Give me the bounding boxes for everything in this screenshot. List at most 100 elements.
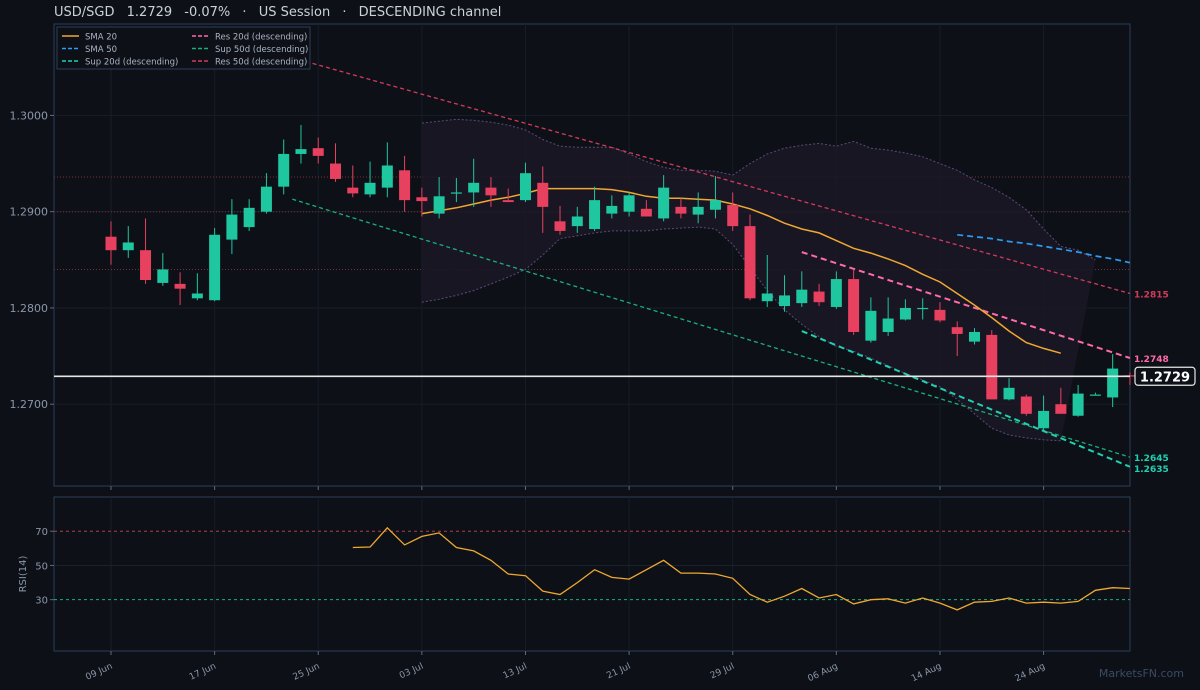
change-label: -0.07% [184,5,231,20]
separator-1: · [242,5,247,20]
res50-value-label: 1.2815 [1134,291,1169,301]
candle-body [295,149,307,154]
separator-2: · [342,5,347,20]
legend: SMA 20 SMA 50 Sup 20d (descending) Res 20d … [56,26,311,70]
candle-body [140,250,152,281]
candle-body [416,197,428,202]
x-tick-label: 13 Jul [502,662,529,682]
candle-body [848,279,860,332]
session-label: US Session [258,5,331,20]
candle-body [174,283,186,289]
candle-body [830,279,842,307]
candle-body [571,216,583,227]
candle-body [779,295,791,307]
x-tick-label: 29 Jul [709,662,736,682]
candle-body [122,242,134,251]
candle-body [1003,387,1015,400]
sup50-value-label: 1.2645 [1134,454,1169,464]
candle-body [209,234,221,301]
sup50-line [292,198,1131,458]
candle-body [330,163,342,179]
legend-label: Sup 20d (descending) [85,58,178,68]
rsi-y-tick-label: 70 [35,527,48,538]
candle-body [1107,368,1119,398]
channel-label: DESCENDING channel [358,5,502,20]
candle-body [969,332,980,342]
x-tick-label: 25 Jun [292,662,322,683]
bollinger-lower-line [421,226,1061,442]
x-tick-label: 17 Jun [188,662,218,683]
candle-body [364,182,376,195]
candle-body [433,196,445,214]
candle-body [191,293,203,299]
candle-body [882,318,894,332]
y-tick-label: 1.2700 [10,398,49,411]
candle-body [226,214,238,240]
x-tick-label: 24 Aug [1014,662,1047,685]
candle-body [606,205,618,214]
candle-body [312,148,324,156]
candle-body [399,170,411,201]
price-label: 1.2729 [126,5,173,20]
candle-body [468,182,480,193]
res20-value-label: 1.2748 [1134,355,1169,365]
candle-body [157,269,169,283]
candle-body [1020,396,1032,414]
candle-body [260,186,272,212]
candle-body [675,206,687,214]
watermark: MarketsFN.com [1098,667,1184,680]
candle-body [1038,410,1050,429]
candle-body [243,207,255,228]
candle-body [709,200,721,210]
candle-body [744,226,756,299]
y-tick-label: 1.3000 [10,109,49,122]
x-tick-label: 06 Aug [806,662,839,685]
candle-body [485,187,497,196]
symbol-label: USD/SGD [54,5,115,20]
legend-label: SMA 50 [85,45,117,55]
sup20-line [801,330,1131,468]
candle-body [692,206,704,215]
res20-line [801,251,1131,359]
rsi-axis-label: RSI(14) [18,556,29,593]
candle-body [347,187,359,194]
candle-body [813,291,825,303]
y-tick-label: 1.2800 [10,302,49,315]
candle-body [589,200,601,230]
rsi-line [352,526,1130,611]
legend-label: Res 50d (descending) [215,58,307,68]
candle-body [1072,393,1084,416]
x-tick-label: 21 Jul [605,662,632,682]
candle-body [865,310,877,341]
rsi-y-tick-label: 30 [35,596,48,607]
legend-label: Res 20d (descending) [215,33,307,43]
candle-body [1089,394,1101,396]
rsi-panel [53,496,1131,652]
candle-body [537,182,549,207]
x-tick-label: 03 Jul [398,662,425,682]
candle-body [917,307,929,310]
last-price-box [1134,366,1196,386]
candle-body [658,187,670,219]
sup20-value-label: 1.2635 [1134,465,1169,475]
sma50-line [957,233,1131,264]
candle-body [986,334,998,400]
x-tick-label: 09 Jun [84,662,114,683]
candle-body [502,200,514,203]
candle-body [381,165,393,188]
res50-line [292,57,1131,295]
candle-body [761,293,773,302]
rsi-y-tick-label: 50 [35,561,48,572]
y-tick-label: 1.2900 [10,206,49,219]
candle-body [519,173,531,201]
candle-body [105,236,117,251]
candle-body [640,208,652,217]
bollinger-band-fill [421,119,1096,441]
candle-body [450,192,462,194]
candle-body [951,327,963,334]
legend-box [56,26,311,70]
candle-body [727,204,739,227]
x-tick-label: 14 Aug [910,662,943,685]
